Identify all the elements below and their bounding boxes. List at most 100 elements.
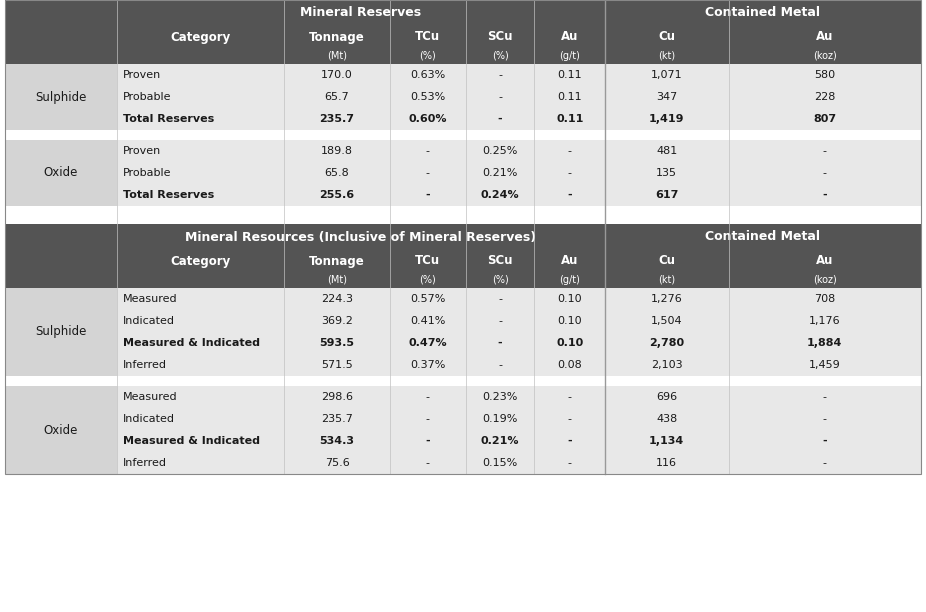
Text: Contained Metal: Contained Metal	[706, 7, 820, 20]
Bar	[5, 288, 117, 376]
Text: 571.5: 571.5	[321, 360, 353, 370]
Bar	[117, 408, 921, 430]
Bar	[117, 386, 921, 408]
Text: 224.3: 224.3	[321, 294, 353, 304]
Text: Au: Au	[561, 255, 579, 267]
Text: (%): (%)	[492, 275, 508, 285]
Text: 189.8: 189.8	[321, 146, 353, 156]
Bar	[117, 354, 921, 376]
Text: Proven: Proven	[123, 146, 161, 156]
Text: Measured & Indicated: Measured & Indicated	[123, 338, 260, 348]
Text: -: -	[822, 436, 827, 446]
Text: 0.21%: 0.21%	[481, 436, 519, 446]
Text: 0.19%: 0.19%	[482, 414, 518, 424]
Text: Category: Category	[170, 31, 231, 43]
Text: 1,134: 1,134	[649, 436, 684, 446]
Text: SCu: SCu	[487, 31, 513, 43]
Text: (Mt): (Mt)	[327, 275, 347, 285]
Text: -: -	[425, 436, 430, 446]
Text: 65.8: 65.8	[325, 168, 349, 178]
Text: Measured & Indicated: Measured & Indicated	[123, 436, 260, 446]
Text: -: -	[426, 146, 430, 156]
Text: TCu: TCu	[415, 31, 440, 43]
Bar	[5, 0, 921, 474]
Text: (g/t): (g/t)	[559, 51, 581, 61]
Text: 1,419: 1,419	[649, 114, 684, 124]
Bar	[117, 162, 921, 184]
Text: 0.57%: 0.57%	[410, 294, 445, 304]
Bar	[5, 224, 921, 250]
Text: Total Reserves: Total Reserves	[123, 190, 214, 200]
Text: Measured: Measured	[123, 294, 178, 304]
Text: 1,276: 1,276	[651, 294, 682, 304]
Bar	[5, 272, 921, 288]
Text: Measured: Measured	[123, 392, 178, 402]
Text: Oxide: Oxide	[44, 424, 78, 436]
Text: 347: 347	[657, 92, 678, 102]
Text: 1,459: 1,459	[809, 360, 841, 370]
Text: -: -	[426, 458, 430, 468]
Text: -: -	[425, 190, 430, 200]
Text: -: -	[498, 338, 503, 348]
Text: TCu: TCu	[415, 255, 440, 267]
Text: Tonnage: Tonnage	[309, 255, 365, 267]
Text: -: -	[498, 360, 502, 370]
Bar	[117, 26, 921, 48]
Text: SCu: SCu	[487, 255, 513, 267]
Bar	[117, 108, 921, 130]
Text: 438: 438	[657, 414, 678, 424]
Text: -: -	[568, 190, 572, 200]
Text: 481: 481	[657, 146, 678, 156]
Bar	[117, 430, 921, 452]
Bar	[117, 184, 921, 206]
Text: (%): (%)	[492, 51, 508, 61]
Text: Au: Au	[816, 255, 833, 267]
Bar	[0, 474, 926, 612]
Text: 0.11: 0.11	[556, 114, 583, 124]
Text: 170.0: 170.0	[321, 70, 353, 80]
Text: 593.5: 593.5	[319, 338, 355, 348]
Text: Indicated: Indicated	[123, 414, 175, 424]
Text: Sulphide: Sulphide	[35, 326, 86, 338]
Bar	[117, 64, 921, 86]
Text: Inferred: Inferred	[123, 458, 167, 468]
Text: 807: 807	[813, 114, 836, 124]
Text: 0.10: 0.10	[557, 294, 582, 304]
Text: Indicated: Indicated	[123, 316, 175, 326]
Text: 0.60%: 0.60%	[408, 114, 447, 124]
Text: -: -	[568, 168, 571, 178]
Bar	[5, 130, 921, 140]
Text: -: -	[823, 458, 827, 468]
Text: 696: 696	[657, 392, 678, 402]
Text: -: -	[498, 92, 502, 102]
Text: -: -	[498, 114, 503, 124]
Text: 116: 116	[657, 458, 677, 468]
Text: Au: Au	[561, 31, 579, 43]
Text: 0.11: 0.11	[557, 92, 582, 102]
Text: Sulphide: Sulphide	[35, 91, 86, 103]
Text: 235.7: 235.7	[321, 414, 353, 424]
Bar	[117, 250, 921, 272]
Text: -: -	[823, 414, 827, 424]
Text: 0.37%: 0.37%	[410, 360, 445, 370]
Text: Inferred: Inferred	[123, 360, 167, 370]
Bar	[5, 250, 117, 272]
Text: 580: 580	[814, 70, 835, 80]
Text: -: -	[823, 146, 827, 156]
Text: Mineral Resources (Inclusive of Mineral Reserves): Mineral Resources (Inclusive of Mineral …	[185, 231, 536, 244]
Text: 0.15%: 0.15%	[482, 458, 518, 468]
Text: 255.6: 255.6	[319, 190, 355, 200]
Text: 0.24%: 0.24%	[481, 190, 519, 200]
Text: Cu: Cu	[658, 31, 675, 43]
Text: 1,071: 1,071	[651, 70, 682, 80]
Text: 617: 617	[655, 190, 679, 200]
Text: -: -	[822, 190, 827, 200]
Text: 1,504: 1,504	[651, 316, 682, 326]
Text: -: -	[426, 392, 430, 402]
Text: 235.7: 235.7	[319, 114, 355, 124]
Text: -: -	[426, 168, 430, 178]
Bar	[5, 64, 117, 130]
Text: -: -	[498, 294, 502, 304]
Text: (koz): (koz)	[813, 275, 837, 285]
Bar	[5, 376, 921, 386]
